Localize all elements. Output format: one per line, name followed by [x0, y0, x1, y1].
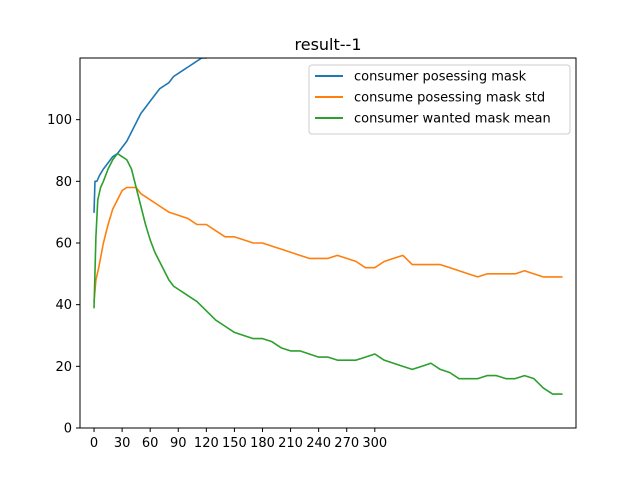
x-axis: 0 30 60 90 120 150 180 210 240 270 300	[90, 428, 387, 451]
series-line-1	[93, 58, 208, 213]
x-tick-label: 30	[114, 436, 131, 451]
y-tick-label: 0	[64, 422, 72, 437]
y-tick-label: 80	[55, 175, 72, 190]
y-tick-label: 20	[55, 360, 72, 375]
legend-label: consumer wanted mask mean	[354, 112, 551, 127]
series-line-2	[93, 186, 563, 303]
x-tick-label: 210	[278, 436, 303, 451]
legend-label: consume posessing mask std	[354, 91, 545, 106]
y-tick-label: 60	[55, 237, 72, 252]
x-tick-label: 300	[362, 436, 387, 451]
legend-label: consumer posessing mask	[354, 70, 527, 85]
x-tick-label: 90	[170, 436, 187, 451]
x-tick-label: 60	[142, 436, 159, 451]
chart-title: result--1	[295, 35, 362, 54]
legend-box	[308, 64, 571, 135]
legend: consumer posessing mask consume posessing…	[308, 64, 571, 135]
series-line-3	[93, 152, 563, 395]
series-lines	[93, 58, 563, 395]
y-tick-label: 100	[47, 113, 72, 128]
x-tick-label: 150	[222, 436, 247, 451]
x-tick-label: 0	[90, 436, 98, 451]
x-tick-label: 270	[334, 436, 359, 451]
x-tick-label: 180	[250, 436, 275, 451]
y-axis: 0 20 40 60 80 100	[47, 113, 80, 437]
y-tick-label: 40	[55, 298, 72, 313]
x-tick-label: 120	[194, 436, 219, 451]
x-tick-label: 240	[306, 436, 331, 451]
